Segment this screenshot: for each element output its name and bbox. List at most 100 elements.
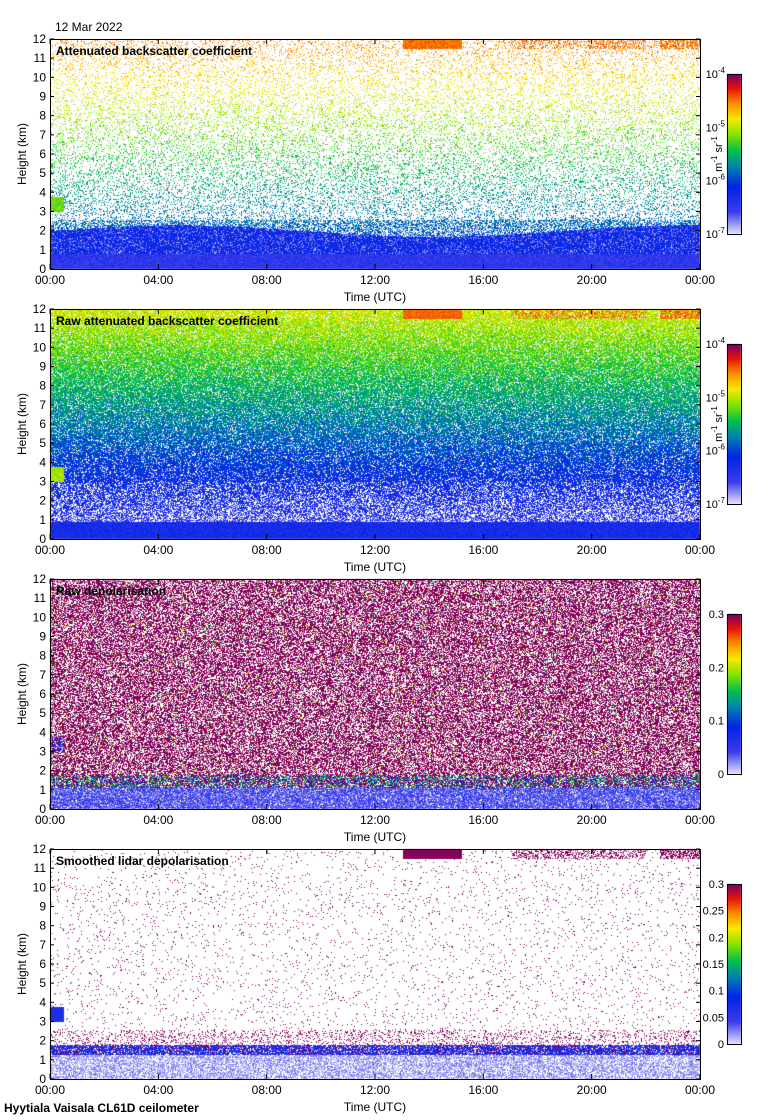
panel-3-ytick-label: 10: [33, 610, 47, 624]
panel-4-colorbar-tick: 0.05: [703, 1012, 724, 1024]
panel-2-ytick-label: 7: [39, 398, 46, 412]
panel-3-colorbar-tick: 0.1: [709, 716, 724, 728]
panel-4-ytick-label: 1: [39, 1053, 46, 1067]
panel-2-ytick-label: 5: [39, 436, 46, 450]
panel-4-xtick-label: 04:00: [143, 1083, 173, 1097]
panel-4-ytick-label: 6: [39, 957, 46, 971]
panel-4-xtick-label: 12:00: [360, 1083, 390, 1097]
panel-3-ylabel: Height (km): [15, 663, 29, 725]
panel-3-xtick-label: 12:00: [360, 813, 390, 827]
panel-1-ytick-label: 12: [33, 32, 47, 46]
panel-4-colorbar-tick: 0.25: [703, 906, 724, 918]
panel-3-colorbar-tick: 0: [718, 769, 724, 781]
panel-1-ytick-label: 2: [39, 224, 46, 238]
panel-2-ytick-label: 11: [34, 321, 47, 335]
panel-1-xtick-label: 12:00: [360, 273, 390, 287]
panel-1-title: Attenuated backscatter coefficient: [56, 44, 252, 58]
panel-1-xtick-label: 20:00: [577, 273, 607, 287]
panel-2-ytick-label: 6: [39, 417, 46, 431]
panel-4-ytick-label: 4: [39, 995, 46, 1009]
panel-1-ytick-label: 8: [39, 109, 46, 123]
panel-4-xtick-label: 00:00: [35, 1083, 65, 1097]
panel-3-ytick-label: 2: [39, 764, 46, 778]
panel-3-xtick-label: 00:00: [35, 813, 65, 827]
panel-3-ytick-label: 7: [39, 668, 46, 682]
panel-3-ytick-label: 11: [34, 591, 47, 605]
panel-1-frame: [50, 39, 701, 270]
panel-1-ytick-label: 1: [39, 243, 46, 257]
panel-4-ytick-label: 10: [33, 880, 47, 894]
panel-2-ytick-label: 8: [39, 379, 46, 393]
panel-2-ytick-label: 0: [39, 532, 46, 546]
panel-2-title: Raw attenuated backscatter coefficient: [56, 314, 278, 328]
panel-3-xtick-label: 04:00: [143, 813, 173, 827]
panel-3-ytick-label: 1: [39, 783, 46, 797]
panel-2-colorbar-tick: 10-7: [706, 496, 726, 511]
panel-2-xtick-label: 04:00: [143, 543, 173, 557]
panel-2-ytick-label: 9: [39, 360, 46, 374]
panel-1-ytick-label: 3: [39, 205, 46, 219]
panel-4-frame: [50, 849, 701, 1080]
panel-3-xtick-label: 16:00: [468, 813, 498, 827]
panel-4-colorbar-tick: 0.3: [709, 879, 724, 891]
panel-1-xtick-label: 00:00: [685, 273, 715, 287]
panel-2-ytick-label: 3: [39, 475, 46, 489]
panel-2-colorbar-unit: m-1 sr-1: [710, 406, 725, 442]
panel-4-xtick-label: 20:00: [577, 1083, 607, 1097]
panel-2-colorbar-tick: 10-6: [706, 443, 726, 458]
panel-1-ytick-label: 5: [39, 166, 46, 180]
panel-4-ytick-label: 9: [39, 900, 46, 914]
panel-2-frame: [50, 309, 701, 540]
panel-4-ytick-label: 12: [33, 842, 47, 856]
panel-4-colorbar-tick: 0.15: [703, 959, 724, 971]
panel-4-ytick-label: 2: [39, 1034, 46, 1048]
panel-1-colorbar-tick: 10-4: [706, 66, 726, 81]
panel-2-xlabel: Time (UTC): [344, 560, 406, 574]
panel-1-ylabel: Height (km): [15, 123, 29, 185]
panel-4-colorbar-tick: 0.2: [709, 932, 724, 944]
panel-3-ytick-label: 6: [39, 687, 46, 701]
panel-4-xtick-label: 08:00: [252, 1083, 282, 1097]
panel-2-ytick-label: 10: [33, 340, 47, 354]
date-label: 12 Mar 2022: [55, 20, 123, 34]
panel-4-ytick-label: 11: [34, 861, 47, 875]
panel-3-ytick-label: 4: [39, 725, 46, 739]
panel-1-colorbar-tick: 10-6: [706, 173, 726, 188]
panel-3-ytick-label: 9: [39, 630, 46, 644]
panel-4-ylabel: Height (km): [15, 933, 29, 995]
panel-3-ytick-label: 3: [39, 745, 46, 759]
panel-2-xtick-label: 08:00: [252, 543, 282, 557]
panel-3-colorbar-tick: 0.3: [709, 609, 724, 621]
panel-4-ytick-label: 7: [39, 938, 46, 952]
panel-4-ytick-label: 3: [39, 1015, 46, 1029]
panel-1-xtick-label: 00:00: [35, 273, 65, 287]
panel-3-colorbar-tick: 0.2: [709, 662, 724, 674]
panel-2-xtick-label: 00:00: [35, 543, 65, 557]
panel-1-ytick-label: 7: [39, 128, 46, 142]
panel-3-ytick-label: 12: [33, 572, 47, 586]
panel-3-xlabel: Time (UTC): [344, 830, 406, 844]
panel-1-ytick-label: 6: [39, 147, 46, 161]
panel-3-xtick-label: 20:00: [577, 813, 607, 827]
panel-2-xtick-label: 00:00: [685, 543, 715, 557]
panel-2-colorbar-tick: 10-5: [706, 389, 726, 404]
panel-4-ytick-label: 8: [39, 919, 46, 933]
panel-2-colorbar: [727, 344, 742, 505]
panel-3-xtick-label: 08:00: [252, 813, 282, 827]
panel-1-colorbar: [727, 74, 742, 235]
panel-1-ytick-label: 9: [39, 90, 46, 104]
panel-1-colorbar-tick: 10-7: [706, 226, 726, 241]
panel-2-ytick-label: 12: [33, 302, 47, 316]
panel-1-xlabel: Time (UTC): [344, 290, 406, 304]
panel-1-ytick-label: 11: [34, 51, 47, 65]
panel-3-ytick-label: 0: [39, 802, 46, 816]
panel-1-xtick-label: 08:00: [252, 273, 282, 287]
instrument-label: Hyytiala Vaisala CL61D ceilometer: [4, 1101, 199, 1115]
panel-4-ytick-label: 5: [39, 976, 46, 990]
panel-1-colorbar-tick: 10-5: [706, 119, 726, 134]
panel-2-ytick-label: 1: [39, 513, 46, 527]
panel-1-xtick-label: 04:00: [143, 273, 173, 287]
panel-3-title: Raw depolarisation: [56, 584, 166, 598]
